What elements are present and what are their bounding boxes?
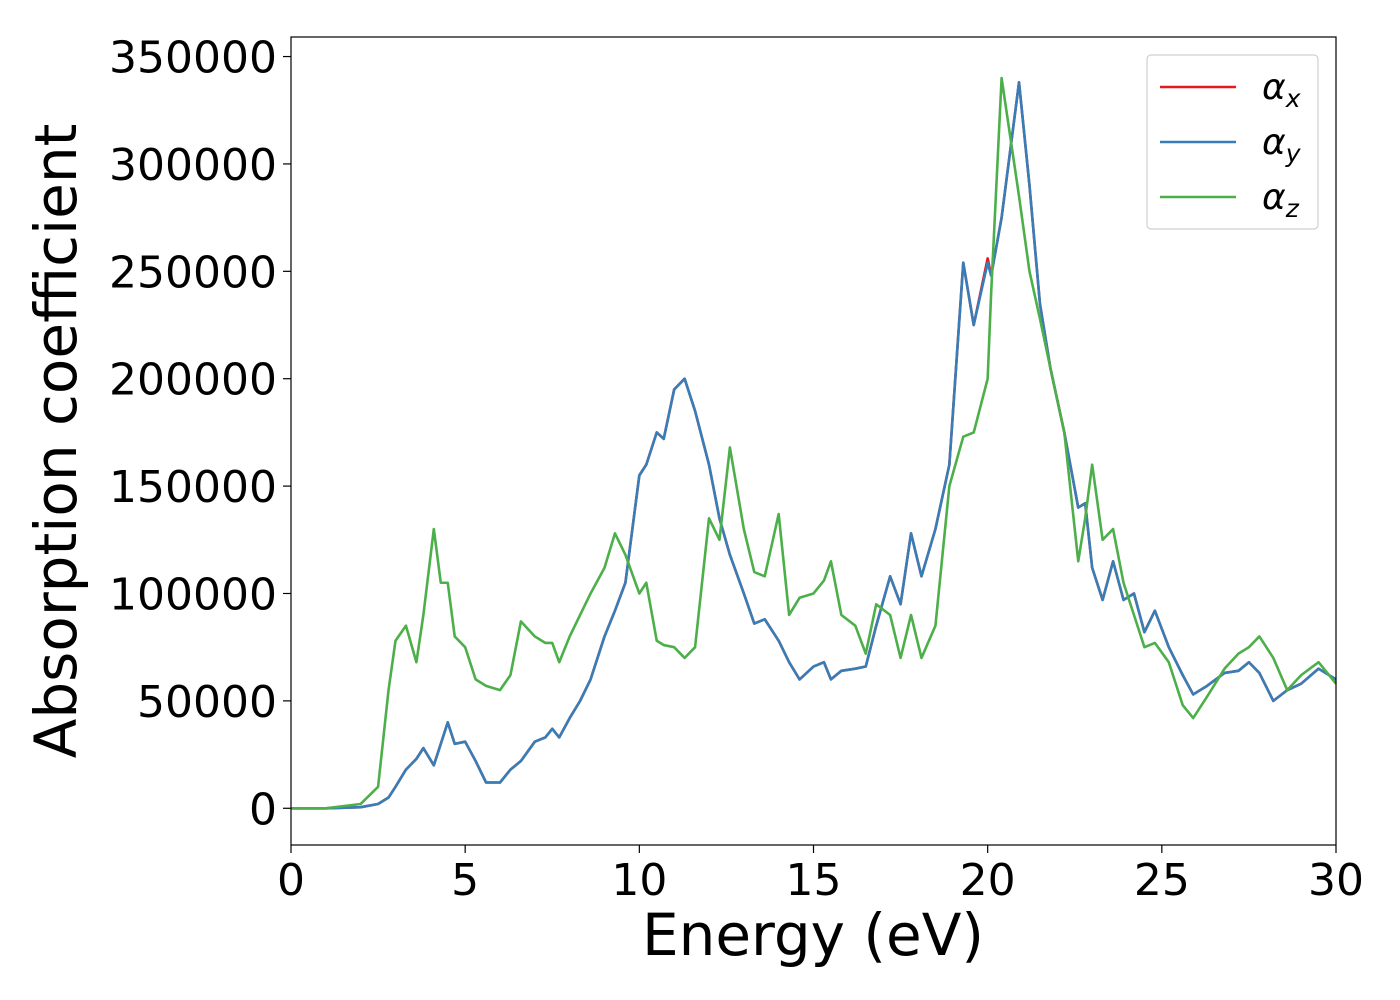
x-tick-label: 5 bbox=[451, 855, 479, 906]
x-tick-label: 20 bbox=[960, 855, 1016, 906]
series-line bbox=[291, 81, 1337, 810]
y-tick-label: 350000 bbox=[109, 33, 277, 84]
x-tick-label: 30 bbox=[1308, 855, 1364, 906]
plot-frame bbox=[290, 36, 1337, 846]
x-tick-label: 10 bbox=[611, 855, 667, 906]
series-line bbox=[291, 76, 1338, 810]
y-tick-label: 0 bbox=[249, 784, 277, 835]
y-tick-label: 300000 bbox=[109, 140, 277, 191]
legend-label: αx bbox=[1262, 67, 1301, 113]
x-tick-label: 15 bbox=[786, 855, 842, 906]
legend: αx αy αz bbox=[1146, 54, 1319, 230]
x-tick-label: 0 bbox=[277, 855, 305, 906]
legend-label: αz bbox=[1262, 177, 1300, 223]
y-tick-label: 50000 bbox=[137, 677, 277, 728]
y-tick-label: 150000 bbox=[109, 462, 277, 513]
legend-label: αy bbox=[1262, 122, 1302, 168]
y-axis-label: Absorption coefficient bbox=[22, 124, 90, 759]
y-tick-label: 200000 bbox=[109, 355, 277, 406]
y-tick-label: 250000 bbox=[109, 247, 277, 298]
x-axis-label: Energy (eV) bbox=[642, 901, 984, 969]
x-tick-label: 25 bbox=[1134, 855, 1190, 906]
y-tick-label: 100000 bbox=[109, 569, 277, 620]
